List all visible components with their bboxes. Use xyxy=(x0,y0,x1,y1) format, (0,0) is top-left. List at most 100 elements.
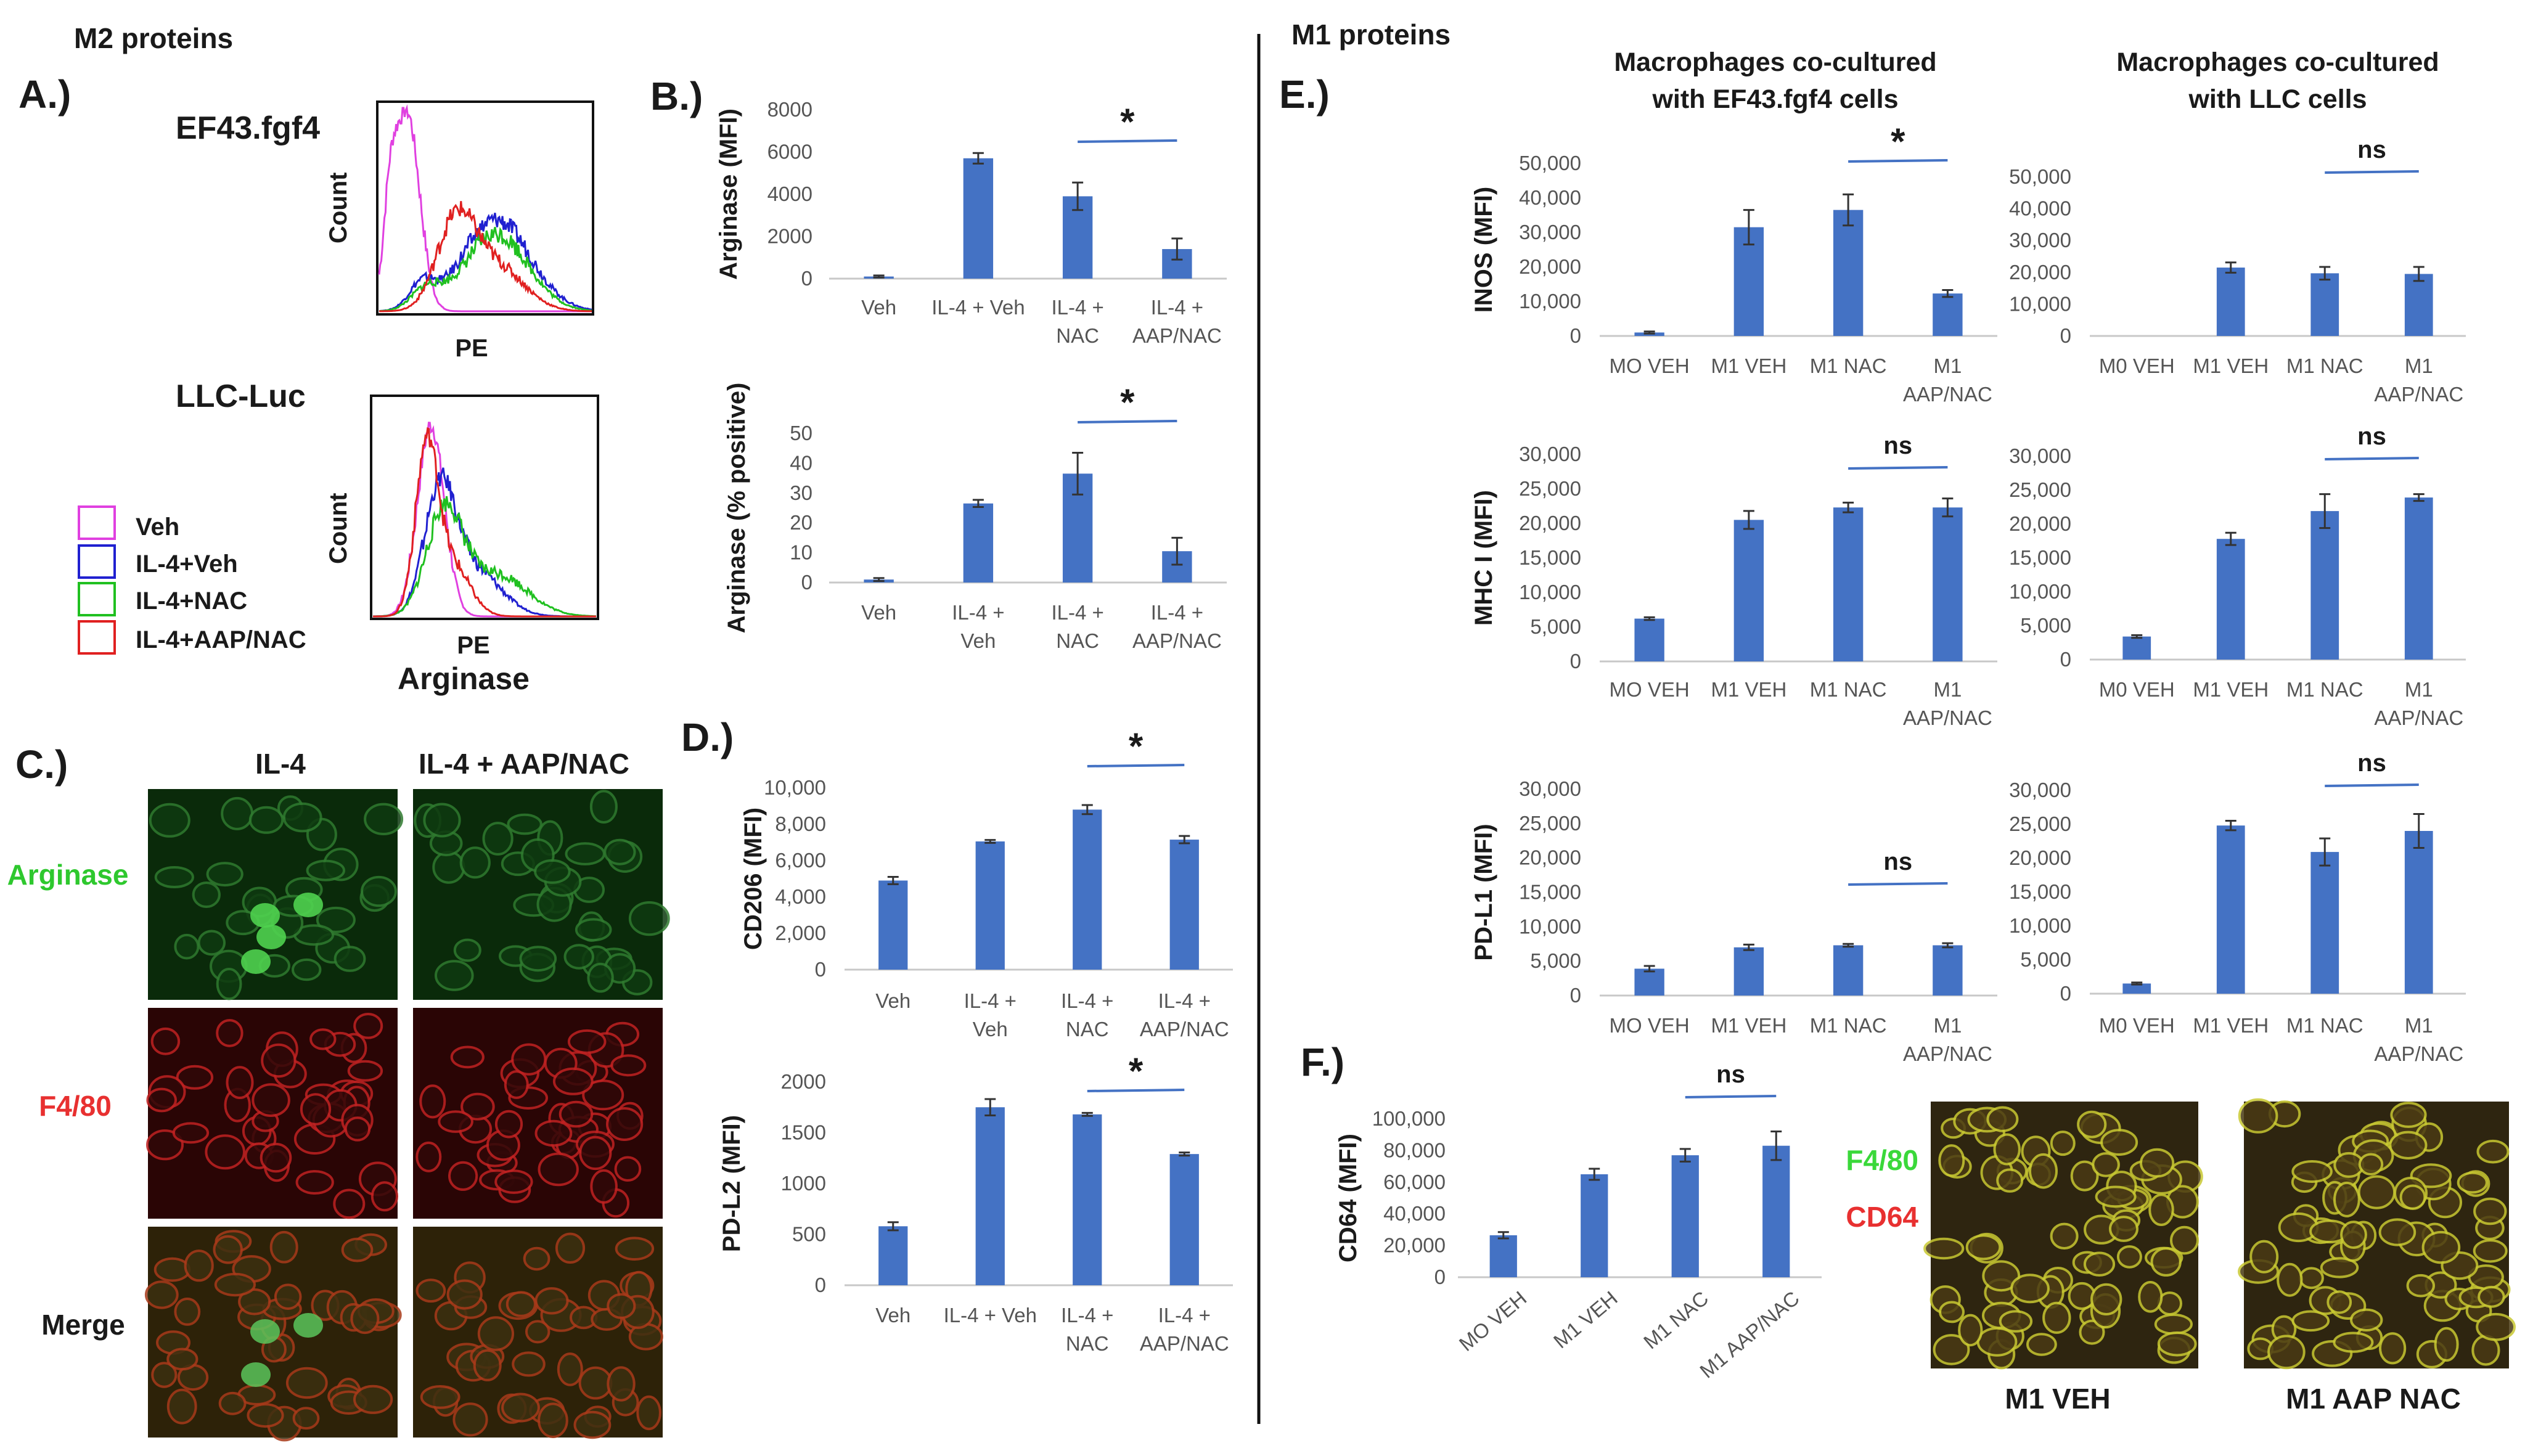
x-tick-label: Veh xyxy=(960,629,996,652)
error-bar-3 xyxy=(1171,536,1183,566)
bar-0 xyxy=(1489,1235,1517,1277)
significance-line xyxy=(2325,457,2419,460)
y-tick-label: 25,000 xyxy=(1519,477,1581,500)
bar-2 xyxy=(1671,1155,1699,1277)
chart-d2: PD-L2 (MFI) 0 500 1000 1500 2000 Veh IL-4 + Veh… xyxy=(718,1050,1233,1355)
error-bar-2 xyxy=(1081,804,1093,816)
significance-label: ns xyxy=(2357,423,2386,450)
y-tick-label: 5,000 xyxy=(1530,615,1581,638)
x-tick-label: M1 VEH xyxy=(2193,1014,2269,1037)
histogram-curve xyxy=(379,201,592,313)
significance-label: * xyxy=(1120,382,1135,423)
error-bar-0 xyxy=(1643,330,1655,335)
error-bar-1 xyxy=(972,152,984,165)
error-bar-3 xyxy=(2413,493,2425,502)
error-bar-1 xyxy=(1743,943,1754,951)
error-bar-1 xyxy=(1743,510,1754,530)
error-bar-1 xyxy=(984,839,996,844)
y-tick-label: 50 xyxy=(790,422,812,444)
flow-top-title: EF43.fgf4 xyxy=(176,110,320,146)
y-tick-label: 1500 xyxy=(781,1121,826,1144)
x-tick-label: M1 xyxy=(1933,354,1962,377)
bar-3 xyxy=(1933,293,1963,336)
y-axis-label: Arginase (% positive) xyxy=(723,383,750,634)
bar-1 xyxy=(1581,1174,1608,1277)
error-bar-0 xyxy=(1643,965,1655,973)
error-bar-2 xyxy=(2319,266,2331,281)
bar-0 xyxy=(2122,636,2151,660)
micro-merge-il4 xyxy=(144,1227,402,1442)
y-tick-label: 15,000 xyxy=(2009,546,2071,569)
bar-3 xyxy=(1933,507,1963,661)
bar-3 xyxy=(2404,497,2433,660)
significance-line xyxy=(1685,1095,1777,1098)
bar-1 xyxy=(963,503,994,583)
y-tick-label: 0 xyxy=(801,571,812,594)
significance-line xyxy=(1078,420,1177,423)
y-tick-label: 10 xyxy=(790,541,812,564)
significance-label: ns xyxy=(1883,432,1912,459)
bar-3 xyxy=(2404,274,2433,336)
bar-2 xyxy=(2310,273,2339,336)
bright-cell xyxy=(241,1362,271,1387)
error-bar-3 xyxy=(2413,813,2425,849)
significance-label: ns xyxy=(1883,848,1912,875)
x-tick-label: M0 VEH xyxy=(2099,678,2175,701)
y-tick-label: 20,000 xyxy=(1519,255,1581,278)
error-bar-2 xyxy=(2319,493,2331,530)
bar-2 xyxy=(1073,1114,1102,1285)
panel-f-label: F.) xyxy=(1301,1040,1344,1084)
x-tick-label: AAP/NAC xyxy=(1132,629,1222,652)
bright-cell xyxy=(250,903,280,928)
x-tick-label: M1 AAP/NAC xyxy=(1695,1286,1804,1383)
bar-3 xyxy=(1169,1154,1199,1285)
x-tick-label: MO VEH xyxy=(1610,678,1690,701)
y-tick-label: 0 xyxy=(815,1274,826,1296)
significance-line xyxy=(1078,139,1177,143)
x-tick-label: M1 VEH xyxy=(1549,1286,1622,1352)
significance-line xyxy=(2325,170,2419,174)
x-tick-label: MO VEH xyxy=(1610,354,1690,377)
x-tick-label: Veh xyxy=(861,601,896,624)
x-tick-label: M1 xyxy=(1933,678,1962,701)
x-tick-label: M1 xyxy=(1933,1014,1962,1037)
error-bar-0 xyxy=(2131,634,2143,639)
bar-3 xyxy=(1933,945,1963,996)
x-tick-label: M1 VEH xyxy=(2193,678,2269,701)
significance-label: * xyxy=(1129,726,1144,767)
y-tick-label: 30,000 xyxy=(2009,444,2071,467)
row-f480: F4/80 xyxy=(39,1090,112,1122)
flow-top-xlabel: PE xyxy=(455,335,488,362)
y-tick-label: 40 xyxy=(790,451,812,474)
chart-e1: E.) Macrophages co-cultured with EF43.fgf4… xyxy=(1279,47,1997,406)
x-tick-label: IL-4 + xyxy=(1061,989,1113,1012)
x-tick-label: IL-4 + Veh xyxy=(931,296,1025,319)
chart-e6: 0 5,000 10,000 15,000 20,000 25,000 30,000 M0 V… xyxy=(2009,750,2466,1065)
error-bar-2 xyxy=(1843,501,1854,513)
y-tick-label: 10,000 xyxy=(2009,914,2071,937)
x-tick-label: M1 NAC xyxy=(1810,1014,1887,1037)
bar-2 xyxy=(1833,210,1864,336)
x-tick-label: M0 VEH xyxy=(2099,1014,2175,1037)
flow-bottom-title: LLC-Luc xyxy=(176,378,306,414)
y-axis-label: CD64 (MFI) xyxy=(1335,1134,1362,1262)
x-tick-label: M1 xyxy=(2405,1014,2433,1037)
error-bar-3 xyxy=(1942,289,1954,298)
bright-cell xyxy=(250,1319,280,1344)
error-bar-2 xyxy=(1072,451,1084,496)
bar-3 xyxy=(1762,1145,1790,1277)
error-bar-1 xyxy=(2225,261,2236,274)
panel-a-label: A.) xyxy=(18,72,71,117)
bar-1 xyxy=(2216,268,2245,336)
y-tick-label: 25,000 xyxy=(1519,812,1581,835)
y-tick-label: 10,000 xyxy=(1519,290,1581,313)
x-tick-label: IL-4 + xyxy=(1061,1304,1113,1327)
error-bar-2 xyxy=(1843,943,1854,948)
significance-label: ns xyxy=(2357,136,2386,163)
col-il4-aapnac: IL-4 + AAP/NAC xyxy=(419,748,629,780)
x-tick-label: IL-4 + xyxy=(952,601,1004,624)
error-bar-0 xyxy=(887,876,899,885)
x-tick-label: IL-4 + xyxy=(1151,296,1203,319)
y-tick-label: 500 xyxy=(792,1223,826,1246)
y-tick-label: 4,000 xyxy=(775,885,826,908)
